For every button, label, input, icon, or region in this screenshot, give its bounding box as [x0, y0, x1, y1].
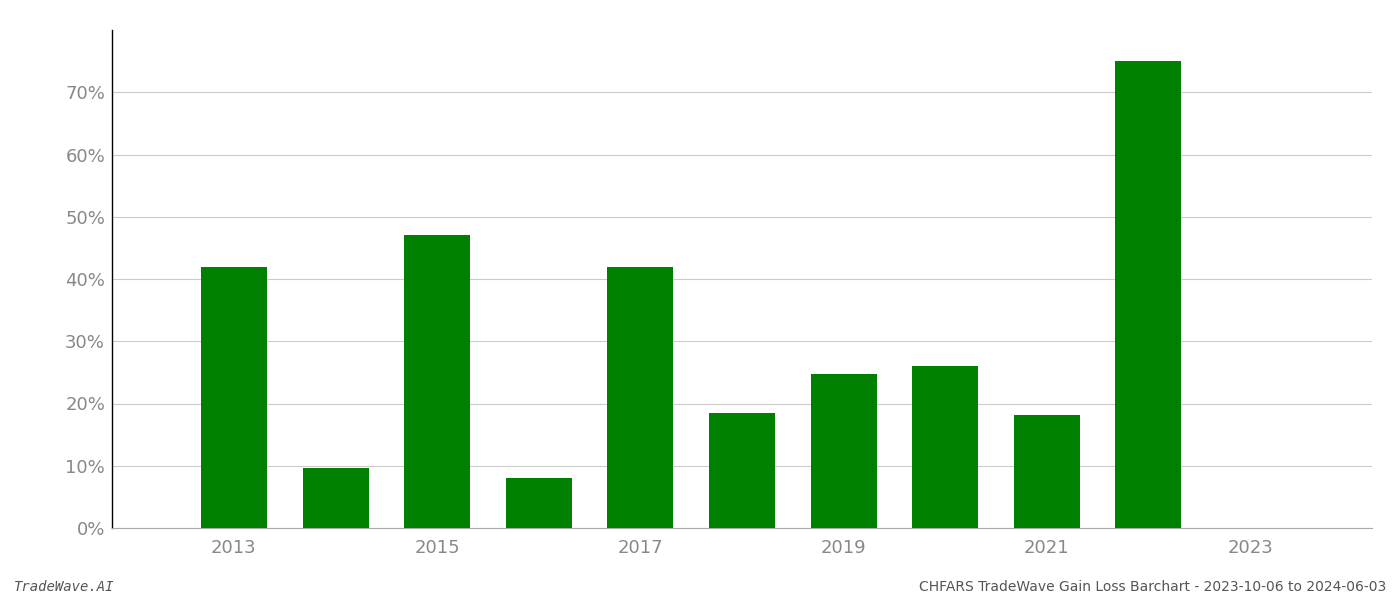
Bar — [913, 365, 979, 528]
Text: TradeWave.AI: TradeWave.AI — [14, 580, 115, 594]
Bar — [202, 266, 267, 528]
Bar — [811, 374, 876, 528]
Bar — [1116, 61, 1182, 528]
Bar — [405, 235, 470, 528]
Bar — [608, 266, 673, 528]
Bar — [302, 467, 368, 528]
Bar — [505, 478, 571, 528]
Text: CHFARS TradeWave Gain Loss Barchart - 2023-10-06 to 2024-06-03: CHFARS TradeWave Gain Loss Barchart - 20… — [918, 580, 1386, 594]
Bar — [1014, 415, 1079, 528]
Bar — [708, 413, 776, 528]
